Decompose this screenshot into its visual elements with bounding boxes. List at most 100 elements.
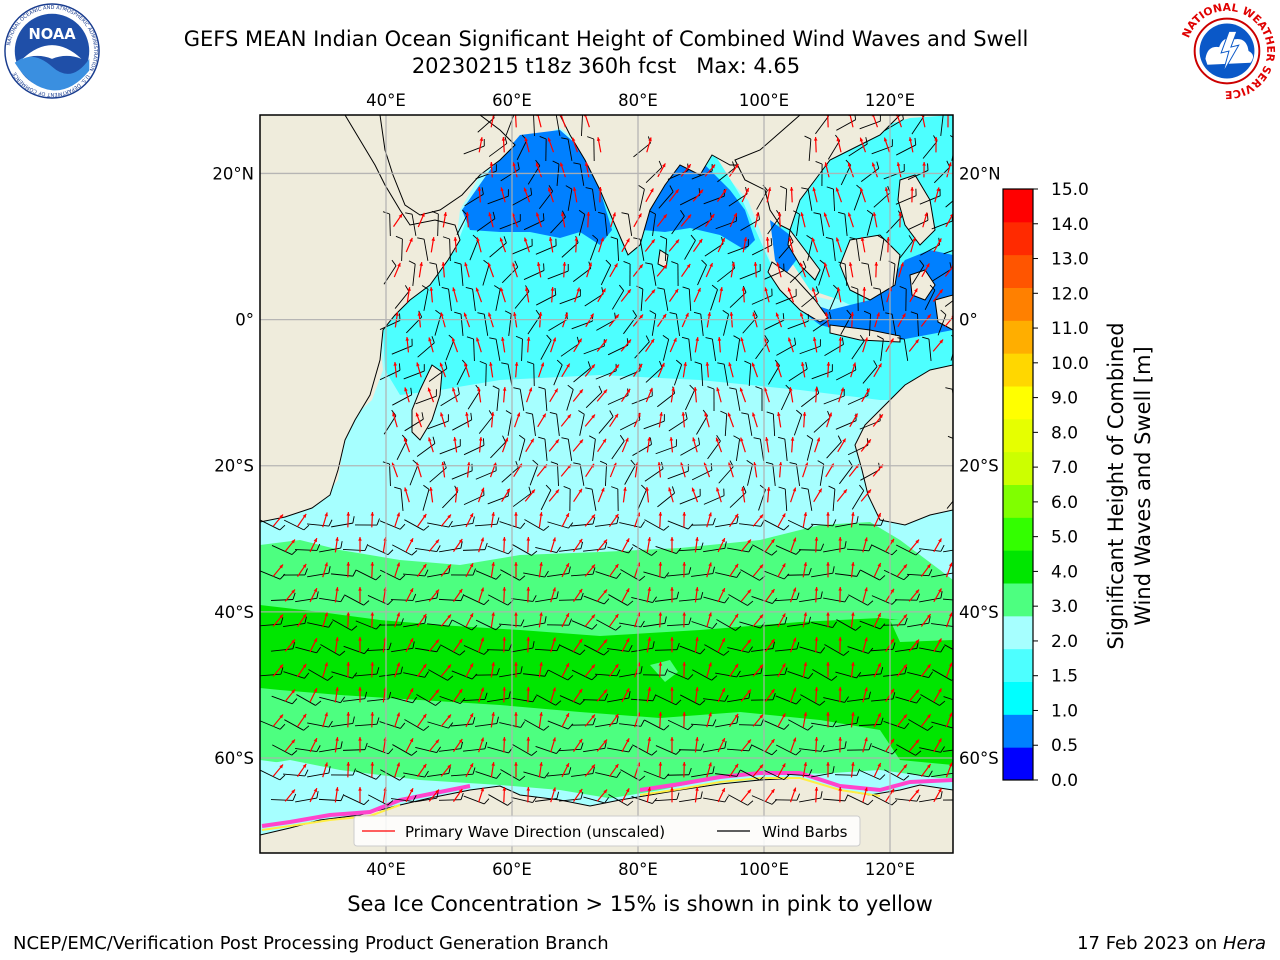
wave-arrow bbox=[478, 637, 485, 653]
wind-barb bbox=[487, 189, 509, 205]
wind-barb bbox=[774, 592, 800, 602]
wave-arrow bbox=[596, 689, 608, 702]
wave-arrow bbox=[428, 789, 440, 802]
wave-arrow bbox=[693, 386, 698, 403]
wave-arrow bbox=[562, 261, 567, 278]
wave-arrow bbox=[812, 187, 818, 203]
wave-arrow bbox=[297, 613, 307, 627]
wave-arrow bbox=[658, 412, 663, 428]
wind-barb bbox=[738, 718, 765, 726]
wind-barb bbox=[947, 435, 953, 439]
wave-arrow bbox=[609, 413, 619, 427]
colorbar-segment bbox=[1003, 615, 1033, 650]
wind-barb bbox=[523, 669, 549, 677]
wind-barb bbox=[549, 411, 560, 436]
wind-barb bbox=[355, 770, 382, 780]
wind-barb bbox=[515, 335, 523, 362]
wave-arrow bbox=[729, 212, 738, 228]
wave-arrow bbox=[322, 662, 328, 678]
wind-barb bbox=[466, 336, 475, 362]
lat-tick-right: 0° bbox=[959, 311, 978, 330]
wind-barb bbox=[710, 284, 718, 311]
wave-arrow bbox=[873, 662, 882, 678]
wave-arrow bbox=[740, 589, 752, 602]
wave-arrow bbox=[802, 762, 808, 778]
wind-barb bbox=[512, 187, 533, 206]
wave-arrow bbox=[694, 537, 699, 553]
wind-barb bbox=[729, 387, 741, 411]
colorbar-tick-label: 3.0 bbox=[1051, 597, 1078, 617]
wind-barb bbox=[475, 716, 499, 727]
wind-barb bbox=[477, 115, 495, 133]
wind-barb bbox=[697, 259, 707, 286]
wave-arrow bbox=[717, 587, 726, 603]
map-legend: Primary Wave Direction (unscaled) Wind B… bbox=[353, 815, 861, 847]
wind-barb bbox=[585, 487, 597, 511]
wave-arrow bbox=[608, 563, 619, 577]
wind-barb bbox=[599, 460, 608, 487]
wind-barb bbox=[583, 595, 610, 605]
wave-arrow bbox=[861, 388, 871, 403]
wave-arrow bbox=[561, 612, 570, 628]
wind-barb bbox=[511, 641, 535, 653]
wave-arrow bbox=[429, 286, 434, 303]
wave-arrow bbox=[862, 537, 868, 553]
wave-arrow bbox=[488, 212, 494, 228]
wave-arrow bbox=[657, 461, 662, 478]
wave-arrow bbox=[358, 736, 362, 753]
colorbar-tick-label: 10.0 bbox=[1051, 354, 1089, 374]
wind-barb bbox=[944, 300, 953, 307]
wind-barb bbox=[404, 519, 430, 531]
wind-barb bbox=[499, 619, 525, 627]
wind-barb bbox=[595, 571, 622, 579]
wind-barb bbox=[631, 796, 658, 804]
wave-arrow bbox=[764, 688, 775, 702]
wave-arrow bbox=[415, 412, 423, 428]
wave-arrow bbox=[596, 389, 608, 402]
wave-arrow bbox=[586, 262, 592, 278]
wave-arrow bbox=[729, 563, 739, 577]
wave-arrow bbox=[465, 712, 474, 728]
wind-barb bbox=[744, 360, 752, 387]
wind-barb bbox=[780, 185, 788, 212]
wind-barb bbox=[416, 694, 442, 706]
wind-barb bbox=[441, 287, 452, 311]
colorbar-label-line2: Wind Waves and Swell [m] bbox=[1131, 346, 1155, 626]
wind-barb bbox=[511, 695, 537, 703]
wave-arrow bbox=[452, 788, 463, 802]
wave-arrow bbox=[789, 587, 797, 603]
wave-arrow bbox=[835, 237, 842, 253]
wind-barb bbox=[847, 646, 874, 654]
wave-arrow bbox=[802, 512, 808, 528]
wave-arrow bbox=[741, 286, 746, 303]
wave-arrow bbox=[525, 287, 530, 303]
wave-arrow bbox=[920, 313, 932, 327]
wave-arrow bbox=[502, 786, 507, 803]
wave-arrow bbox=[694, 687, 699, 703]
wave-arrow bbox=[910, 237, 916, 253]
wave-arrow bbox=[526, 736, 531, 753]
wave-arrow bbox=[584, 364, 596, 377]
wave-arrow bbox=[849, 413, 859, 428]
wave-arrow bbox=[584, 514, 596, 527]
wave-arrow bbox=[694, 587, 699, 603]
wind-barb bbox=[751, 238, 773, 256]
wind-barb bbox=[439, 541, 463, 553]
sea-ice-edge bbox=[261, 771, 953, 828]
wind-barb bbox=[463, 795, 490, 805]
wave-arrow bbox=[610, 212, 616, 228]
wind-barb bbox=[318, 794, 345, 802]
wave-arrow bbox=[584, 764, 596, 777]
wave-arrow bbox=[489, 362, 494, 378]
wave-arrow bbox=[393, 361, 398, 378]
wind-barb bbox=[693, 311, 704, 336]
wave-arrow bbox=[598, 237, 604, 253]
wind-barb bbox=[331, 569, 357, 577]
wind-barb bbox=[540, 334, 552, 360]
wave-arrow bbox=[573, 688, 583, 702]
wave-arrow bbox=[501, 337, 506, 353]
wind-barb bbox=[815, 161, 823, 187]
wind-barb bbox=[826, 435, 842, 459]
wave-arrow bbox=[850, 662, 855, 678]
wind-barb bbox=[931, 623, 953, 627]
